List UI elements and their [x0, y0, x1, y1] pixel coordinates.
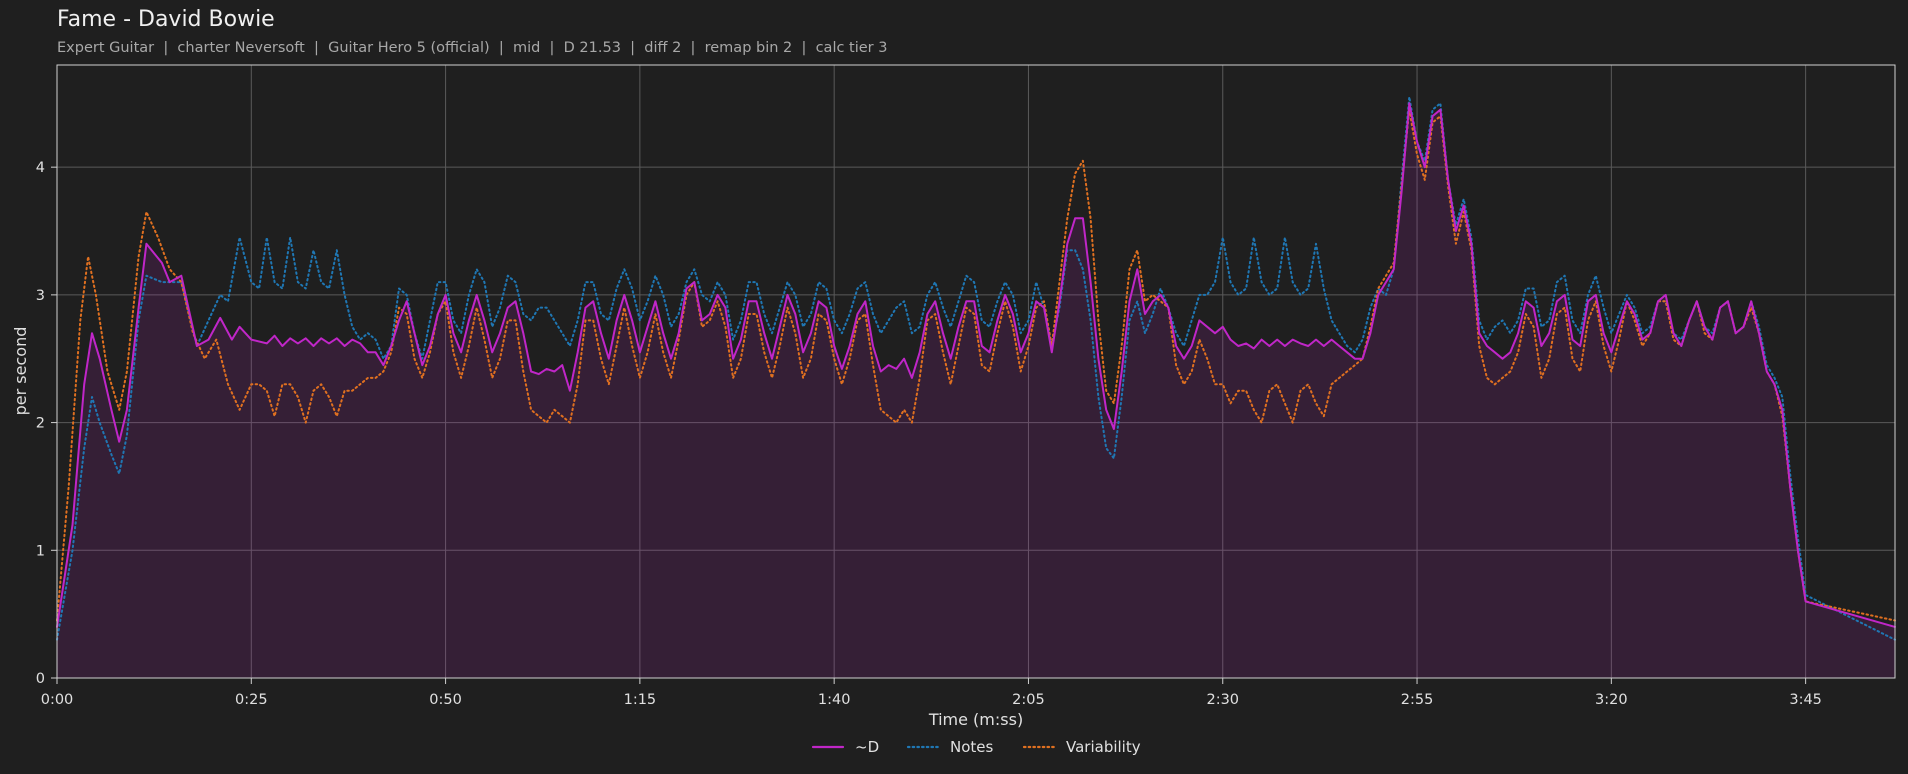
plot-frame: [56, 64, 1896, 679]
x-axis-ticks: 0:00 0:25 0:50 1:15 1:40 2:05 2:30 2:55 3:20 3:45: [41, 678, 1822, 708]
x-tick-label: 1:40: [818, 692, 851, 708]
x-tick-label: 2:30: [1206, 692, 1239, 708]
series-area-d: [57, 103, 1895, 679]
y-axis-ticks: 0 1 2 3 4: [36, 160, 57, 687]
legend-label-notes: Notes: [950, 738, 994, 756]
series-line-d: [56, 102, 1896, 628]
y-tick-label: 3: [36, 288, 45, 304]
y-axis-label: per second: [11, 327, 30, 416]
x-tick-label: 1:15: [624, 692, 657, 708]
x-axis-label: Time (m:ss): [928, 710, 1023, 729]
y-tick-label: 2: [36, 416, 45, 432]
legend: ~D Notes Variability: [811, 738, 1141, 756]
x-tick-label: 3:45: [1789, 692, 1822, 708]
y-tick-label: 1: [36, 543, 45, 559]
series-layer: [56, 95, 1896, 679]
legend-label-variability: Variability: [1066, 738, 1141, 756]
x-tick-label: 2:05: [1012, 692, 1045, 708]
y-tick-label: 4: [36, 160, 45, 176]
x-tick-label: 3:20: [1595, 692, 1628, 708]
x-tick-label: 0:25: [235, 692, 268, 708]
y-tick-label: 0: [36, 671, 45, 687]
x-tick-label: 0:00: [41, 692, 74, 708]
chart-title: Fame - David Bowie: [57, 7, 275, 32]
chart-subtitle: Expert Guitar | charter Neversoft | Guit…: [57, 40, 888, 56]
legend-label-d: ~D: [855, 738, 879, 756]
x-tick-label: 2:55: [1401, 692, 1434, 708]
series-line-notes: [56, 95, 1896, 641]
x-tick-label: 0:50: [429, 692, 462, 708]
